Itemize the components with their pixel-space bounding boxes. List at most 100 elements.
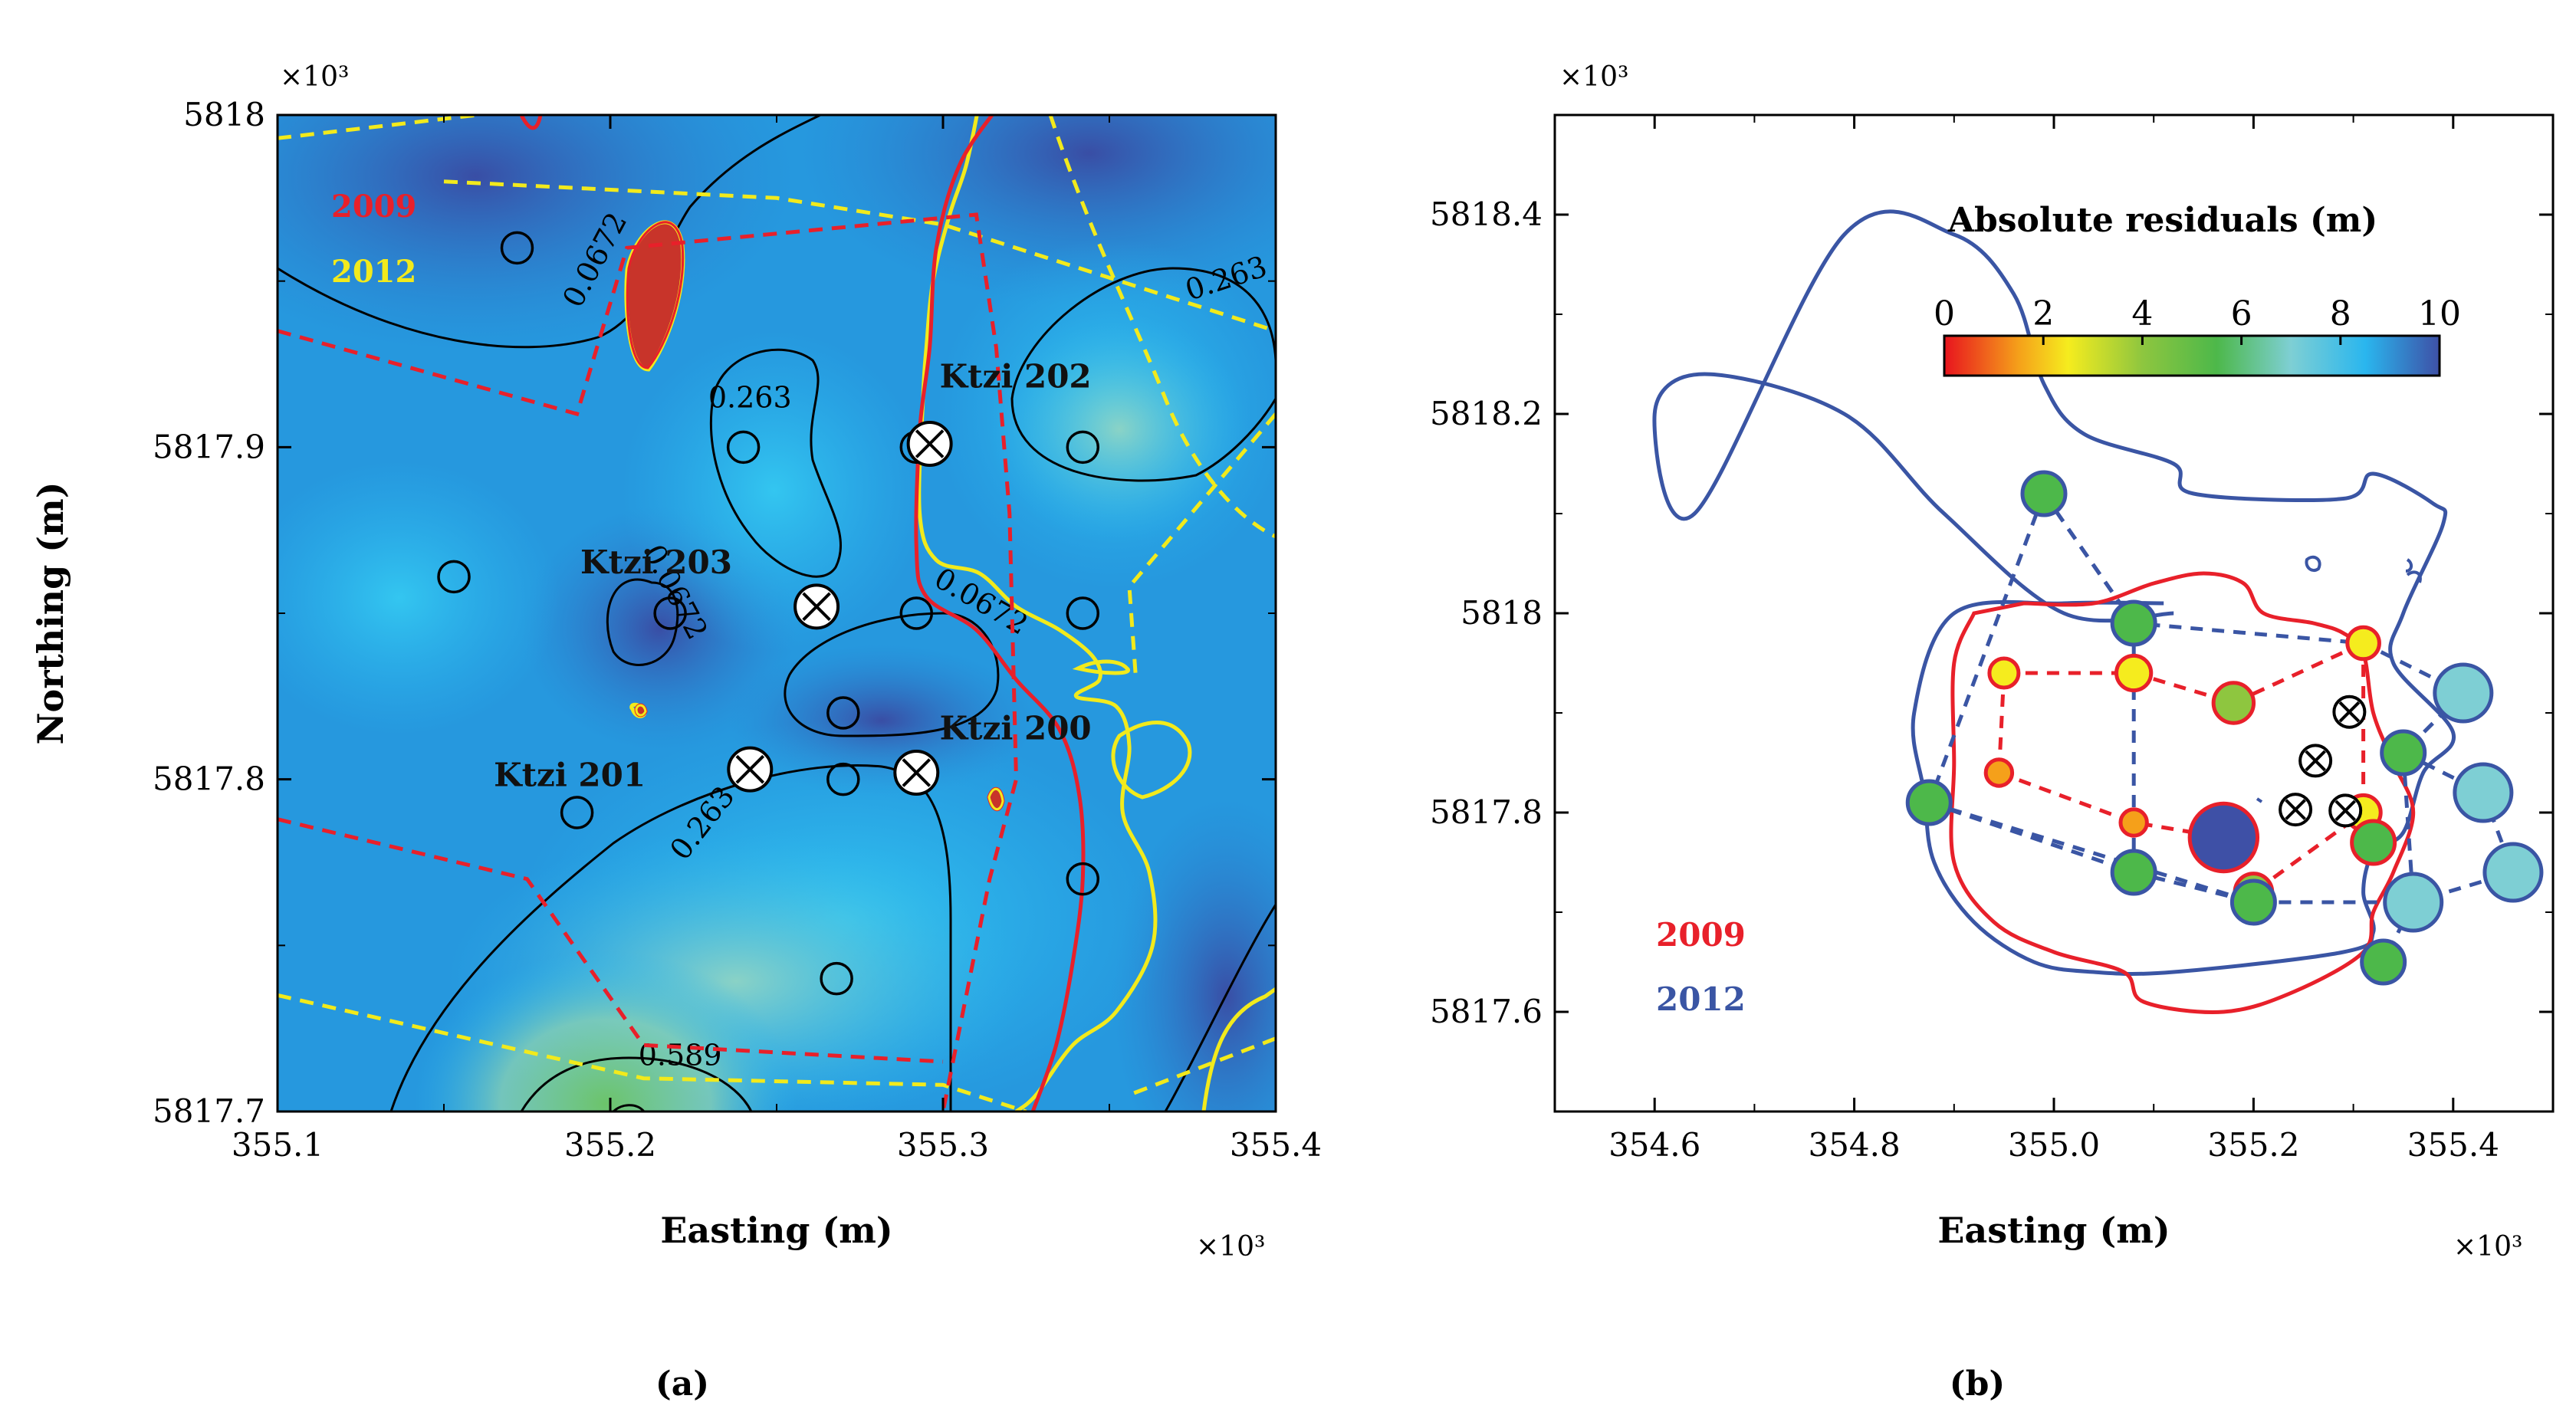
wells bbox=[727, 421, 953, 796]
wells-b bbox=[2279, 695, 2367, 828]
colorbar-tick-label: 4 bbox=[2131, 294, 2153, 333]
residual-point-2012 bbox=[2380, 729, 2427, 777]
network-2012-segment bbox=[2042, 492, 2136, 625]
station-marker bbox=[1066, 596, 1100, 630]
hull-2012 bbox=[278, 115, 1276, 1112]
y-tick-label: 5818 bbox=[183, 96, 265, 133]
well-marker bbox=[2298, 744, 2333, 778]
residual-point-2012 bbox=[2482, 842, 2544, 903]
well-marker bbox=[893, 750, 940, 796]
x-axis-label-a: Easting (m) bbox=[660, 1210, 892, 1251]
axis-ticks-a: 355.1 355.2 355.3 355.4 5817.7 5817.8 5817.9 58… bbox=[153, 96, 1322, 1164]
station-marker bbox=[726, 430, 761, 465]
station-marker bbox=[826, 696, 860, 730]
residual-point-2012 bbox=[2110, 849, 2157, 896]
low-zone bbox=[278, 115, 797, 353]
residual-point-2012 bbox=[2110, 599, 2157, 647]
y-tick-label: 5817.9 bbox=[153, 428, 265, 465]
colorbar-ticks: 0 2 4 6 8 10 bbox=[1934, 294, 2461, 345]
residual-point-2012 bbox=[2383, 872, 2444, 933]
residual-point-2012 bbox=[2453, 762, 2514, 823]
network-2012-segment bbox=[1927, 493, 2046, 803]
y-tick-label: 5817.8 bbox=[1430, 793, 1543, 831]
residual-point-2012 bbox=[2229, 878, 2277, 926]
residual-point-2009 bbox=[2118, 807, 2149, 838]
station-marker bbox=[899, 596, 934, 630]
y-tick-label: 5818.2 bbox=[1430, 395, 1543, 432]
well-label: Ktzi 201 bbox=[494, 756, 646, 793]
residual-point-2012 bbox=[2020, 470, 2068, 517]
colorbar-title: Absolute residuals (m) bbox=[1947, 201, 2377, 240]
colorbar-gradient bbox=[1943, 334, 2441, 377]
y-tick-label: 5818.4 bbox=[1430, 195, 1543, 233]
well-label: Ktzi 203 bbox=[580, 543, 732, 581]
y-axis-label-a: Northing (m) bbox=[30, 482, 71, 745]
panel-b: 354.6 354.8 355.0 355.2 355.4 5817.6 5817.8 581… bbox=[1430, 61, 2555, 1404]
contour-label: 0.263 bbox=[708, 380, 792, 414]
legend-2012-label-b: 2012 bbox=[1656, 980, 1746, 1018]
well-marker bbox=[2332, 695, 2367, 729]
station-marker bbox=[1066, 430, 1100, 465]
residual-point-2009 bbox=[2345, 625, 2381, 662]
well-marker bbox=[2279, 793, 2313, 827]
y-multiplier-a: ×10³ bbox=[280, 61, 349, 93]
well-marker bbox=[727, 746, 774, 793]
network-2012-segment bbox=[2400, 691, 2515, 873]
legend-a: 2009 2012 bbox=[331, 189, 416, 290]
network-2012-segment bbox=[1928, 800, 2255, 905]
high-zone-east bbox=[989, 314, 1250, 544]
subcaption-a: (a) bbox=[656, 1364, 709, 1404]
station-marker bbox=[437, 560, 471, 594]
x-tick-label: 355.0 bbox=[2008, 1126, 2100, 1164]
legend-2012-label: 2012 bbox=[331, 254, 416, 290]
residual-point-2009 bbox=[1987, 656, 2021, 690]
colorbar-tick-label: 0 bbox=[1934, 294, 1955, 333]
y-tick-label: 5817.8 bbox=[153, 760, 265, 798]
x-tick-label: 354.6 bbox=[1608, 1126, 1700, 1164]
contour-label: 0.589 bbox=[639, 1038, 722, 1072]
subcaption-b: (b) bbox=[1950, 1364, 2005, 1404]
y-multiplier-b: ×10³ bbox=[1559, 61, 1628, 93]
residual-point-2009 bbox=[2114, 653, 2154, 693]
station-marker bbox=[1066, 862, 1100, 896]
x-tick-label: 355.2 bbox=[2207, 1126, 2299, 1164]
station-marker bbox=[653, 596, 687, 630]
residual-point-2012 bbox=[1905, 779, 1953, 826]
outline-2012-b bbox=[1652, 209, 2456, 976]
colorbar: Absolute residuals (m) 0 2 4 6 8 10 bbox=[1934, 201, 2461, 377]
well-marker bbox=[2328, 793, 2363, 828]
well-marker bbox=[906, 421, 953, 467]
axis-ticks-b: 354.6 354.8 355.0 355.2 355.4 5817.6 5817.8 581… bbox=[1430, 115, 2553, 1164]
colorbar-tick-label: 2 bbox=[2032, 294, 2054, 333]
outline-2009-b bbox=[1949, 571, 2416, 1014]
x-tick-label: 355.4 bbox=[2407, 1126, 2499, 1164]
residual-point-2012 bbox=[2360, 938, 2407, 986]
legend-b: 2009 2012 bbox=[1656, 916, 1746, 1018]
x-tick-label: 355.1 bbox=[232, 1126, 324, 1164]
well-labels: Ktzi 202 Ktzi 203 Ktzi 201 Ktzi 200 bbox=[494, 357, 1092, 793]
colorbar-tick-label: 8 bbox=[2330, 294, 2351, 333]
x-tick-label: 355.3 bbox=[897, 1126, 989, 1164]
network-2009-segment bbox=[2233, 641, 2364, 705]
residual-points bbox=[1905, 470, 2544, 986]
station-marker bbox=[560, 796, 594, 829]
x-tick-label: 355.2 bbox=[564, 1126, 656, 1164]
x-tick-label: 355.4 bbox=[1230, 1126, 1322, 1164]
x-tick-label: 354.8 bbox=[1808, 1126, 1900, 1164]
residual-point-2012 bbox=[2433, 662, 2494, 724]
outline-2012-fragments bbox=[2256, 555, 2422, 803]
well-marker bbox=[794, 583, 840, 630]
x-multiplier-a: ×10³ bbox=[1196, 1231, 1265, 1263]
residual-point-2009 bbox=[2350, 819, 2397, 866]
station-marker bbox=[500, 231, 534, 265]
station-marker bbox=[820, 961, 853, 996]
legend-2009-label: 2009 bbox=[331, 189, 416, 225]
y-tick-label: 5817.7 bbox=[153, 1092, 265, 1130]
well-label: Ktzi 202 bbox=[940, 357, 1092, 395]
residual-point-2009 bbox=[2187, 801, 2260, 874]
well-label: Ktzi 200 bbox=[940, 710, 1092, 747]
network-2009-segment bbox=[1996, 672, 2006, 773]
x-axis-label-b: Easting (m) bbox=[1937, 1210, 2170, 1251]
